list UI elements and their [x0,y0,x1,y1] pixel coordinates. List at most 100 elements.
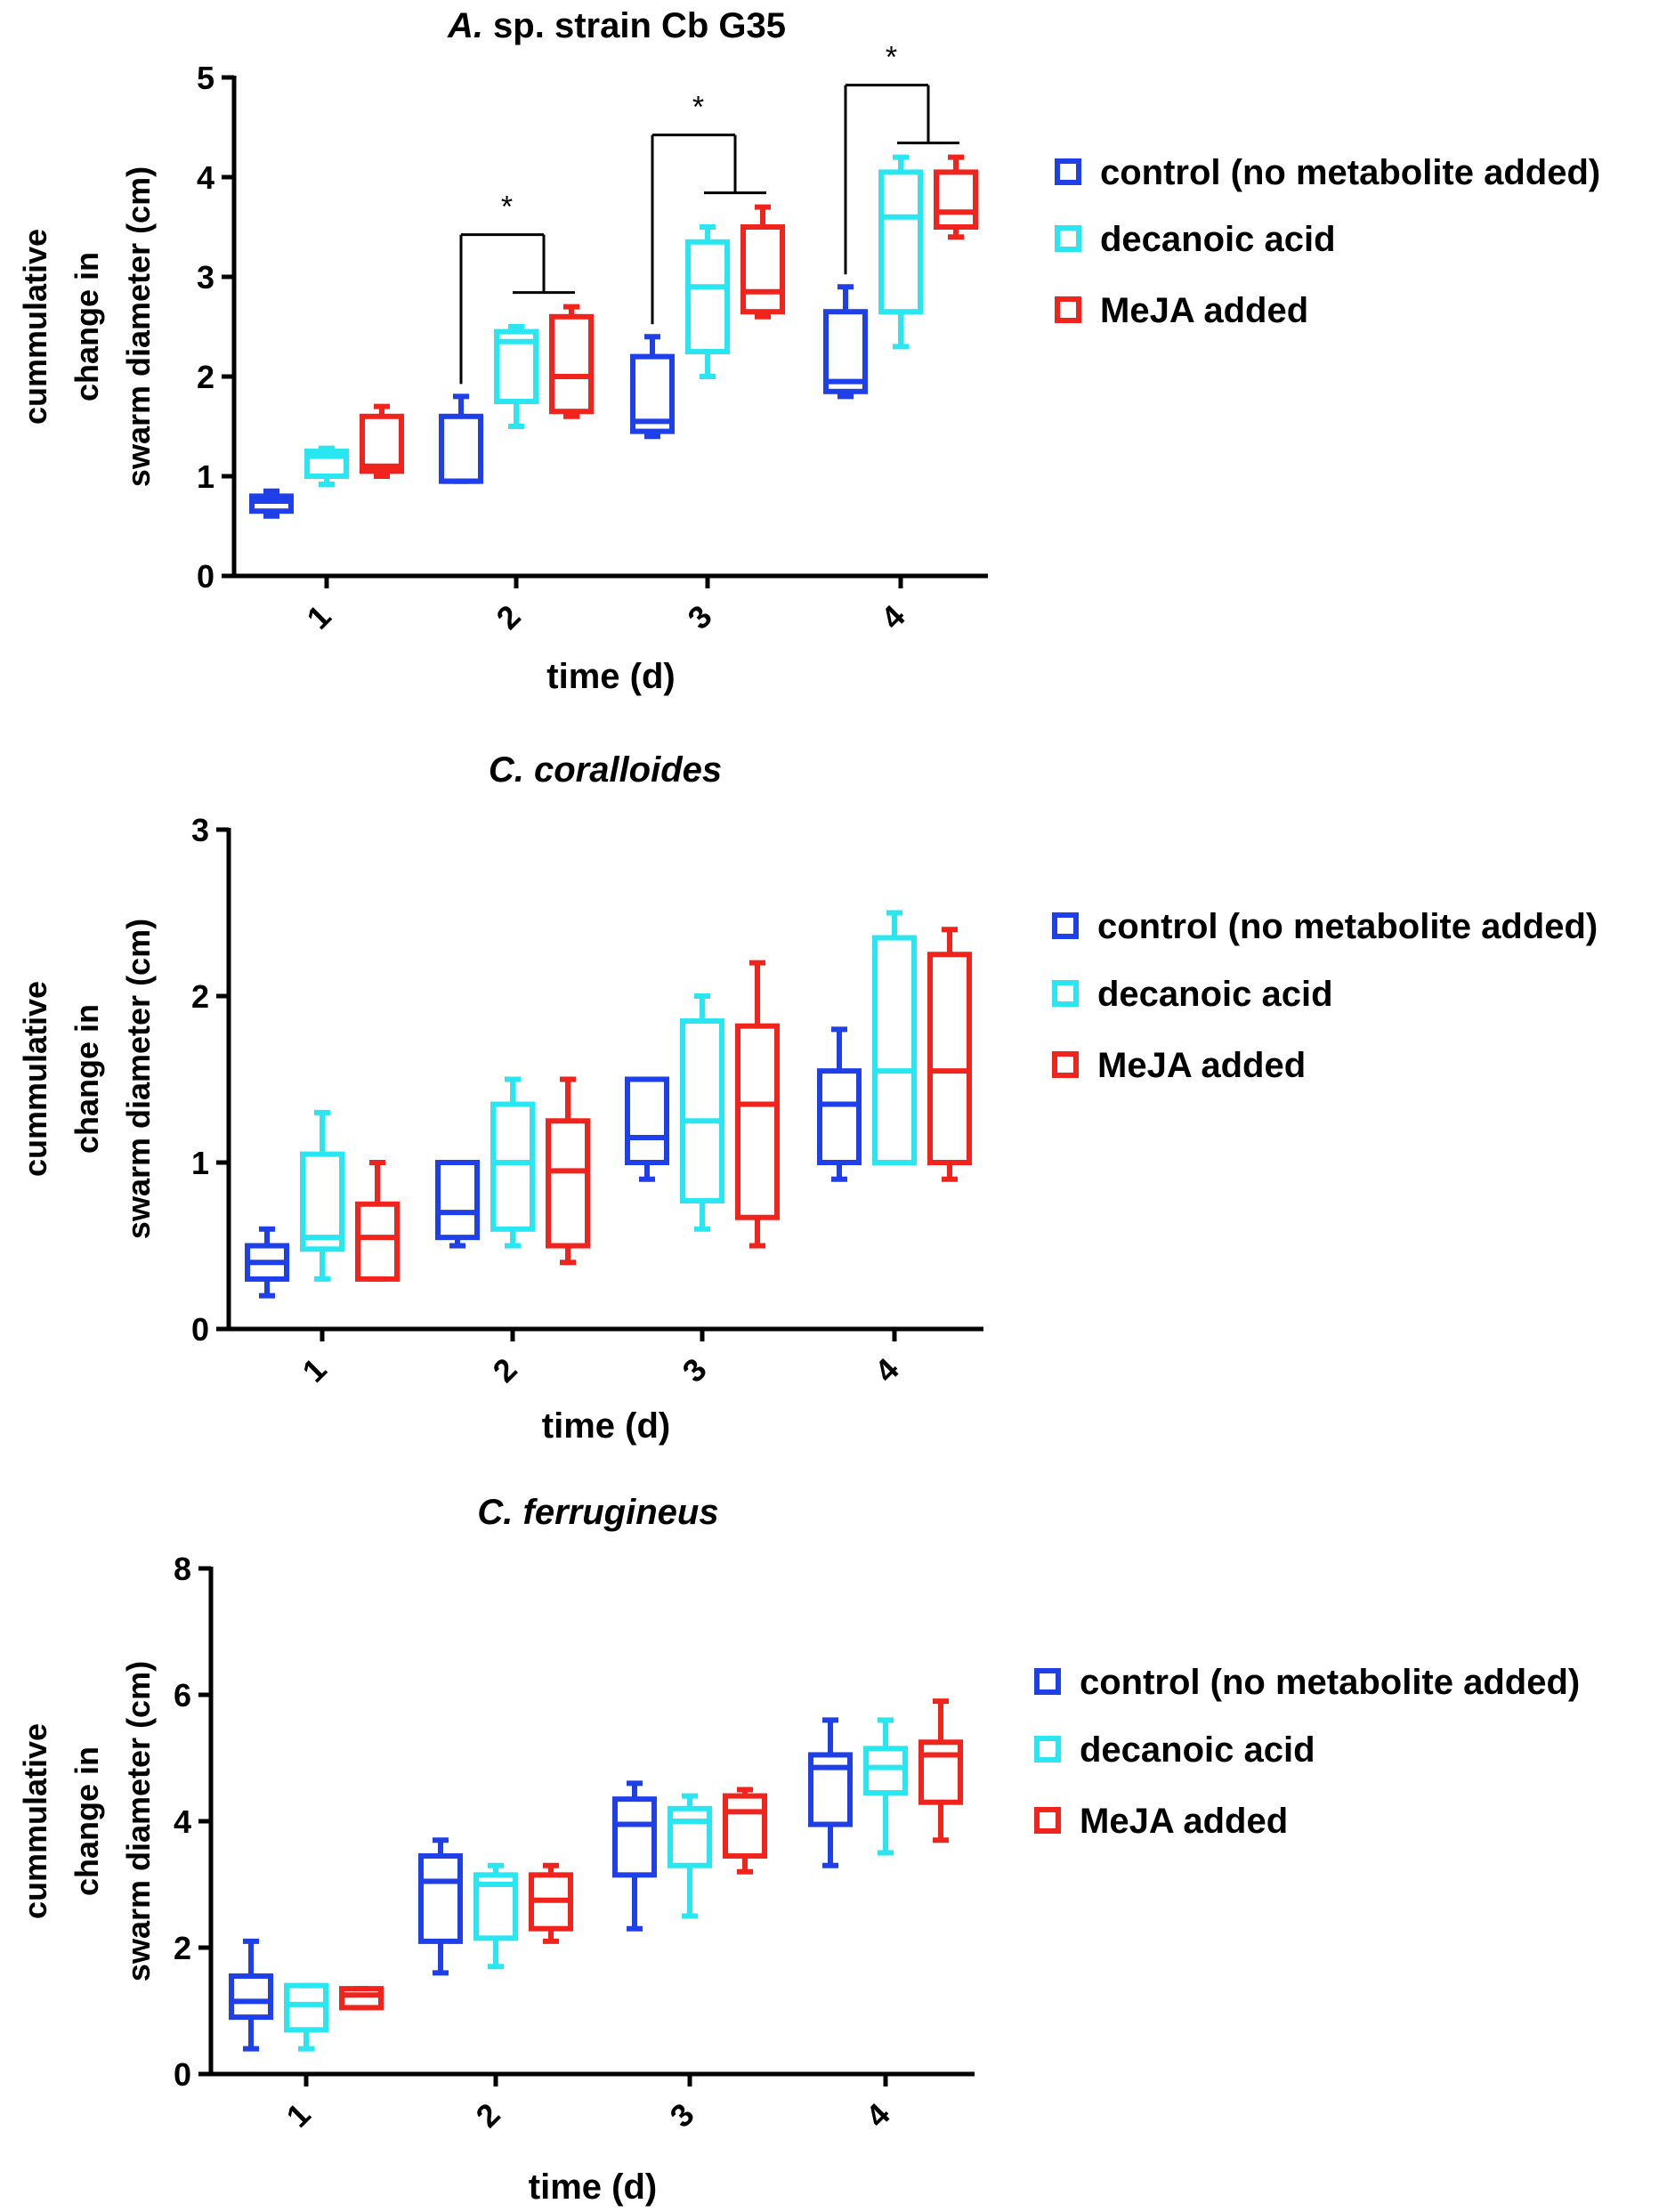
box-1-1 [245,1226,289,1299]
iqr-box [872,935,917,1166]
y-tick-label: 2 [197,359,214,395]
iqr-box [304,449,349,479]
box-3-2 [546,1076,590,1266]
legend-swatch [1052,1051,1079,1078]
box-3-4 [927,927,972,1182]
box-2-4 [878,154,923,350]
y-axis-label: swarm diameter (cm) [120,919,157,1239]
box-2-3 [685,224,730,379]
panel-2: C. coralloides cummulative change in swarm … [17,750,1598,1446]
legend-label: control (no metabolite added) [1097,907,1598,946]
y-tick-label: 3 [191,812,209,848]
box-2-2 [490,1076,535,1249]
iqr-box [339,1986,384,2011]
iqr-box [735,1023,780,1220]
box-1-4 [808,1717,853,1868]
box-1-2 [418,1837,463,1976]
y-axis-label: change in [69,252,105,401]
legend-swatch [1034,1736,1061,1762]
iqr-box [723,1793,767,1860]
iqr-box [823,309,868,394]
iqr-box [918,1739,963,1805]
chart-title: A. sp. strain Cb G35 [447,6,786,45]
iqr-box [680,1018,724,1204]
iqr-box [360,413,404,474]
box-3-4 [918,1698,963,1843]
y-tick-label: 0 [191,1311,209,1348]
y-axis-label: swarm diameter (cm) [120,166,157,487]
x-tick-label: 3 [676,1351,714,1390]
box-3-3 [740,204,785,320]
x-tick-label: 4 [859,2096,897,2135]
y-axis-label: change in [69,1004,105,1154]
x-axis-label: time (d) [529,2167,657,2207]
box-2-4 [872,910,917,1166]
legend-swatch [1052,980,1079,1007]
box-1-3 [612,1780,657,1932]
iqr-box [668,1805,712,1868]
x-tick-label: 1 [295,1351,334,1390]
legend-label: control (no metabolite added) [1100,153,1600,192]
y-tick-label: 0 [174,2056,191,2093]
iqr-box [546,1118,590,1249]
box-3-1 [355,1160,400,1282]
box-3-2 [529,1862,573,1944]
box-2-2 [494,324,538,429]
y-axis-label: cummulative [17,1723,53,1919]
iqr-box [817,1068,862,1166]
box-2-1 [284,1982,328,2052]
box-3-2 [549,304,594,419]
y-axis-label: change in [69,1746,105,1896]
x-axis-label: time (d) [546,657,675,696]
significance-star: * [692,91,704,125]
legend-swatch [1055,158,1081,185]
iqr-box [355,1201,400,1282]
box-1-4 [817,1026,862,1182]
legend-swatch [1055,296,1081,323]
box-3-3 [735,960,780,1249]
box-2-1 [300,1109,344,1282]
panel-1: A. sp. strain Cb G35 cummulative change in… [17,6,1600,696]
legend-swatch [1034,1668,1061,1695]
legend-label: control (no metabolite added) [1080,1663,1580,1702]
box-3-4 [934,154,978,240]
legend-label: decanoic acid [1097,975,1333,1014]
legend-swatch [1055,225,1081,252]
chart-title: C. coralloides [489,750,722,790]
y-tick-label: 8 [174,1551,191,1587]
y-tick-label: 4 [197,159,214,196]
significance-star: * [501,190,513,224]
iqr-box [808,1752,853,1827]
iqr-box [740,224,785,315]
legend-label: decanoic acid [1100,220,1336,259]
y-tick-label: 4 [174,1803,191,1840]
x-tick-label: 1 [300,598,338,636]
x-tick-label: 3 [663,2096,701,2135]
y-tick-label: 0 [197,558,214,595]
x-tick-label: 1 [279,2096,318,2135]
x-axis-label: time (d) [542,1406,670,1446]
legend-label: MeJA added [1100,291,1308,330]
significance-bracket-2: * [459,190,575,385]
iqr-box [435,1160,480,1241]
y-tick-label: 5 [197,60,214,96]
box-1-1 [249,488,294,519]
box-3-1 [339,1986,384,2011]
x-tick-label: 2 [486,1351,524,1390]
box-3-1 [360,403,404,479]
legend-swatch [1052,912,1079,939]
box-2-1 [304,445,349,487]
iqr-box [549,313,594,415]
legend-swatch [1034,1807,1061,1834]
y-tick-label: 1 [197,458,214,495]
iqr-box [927,952,972,1165]
box-1-4 [823,284,868,400]
box-2-4 [863,1717,908,1856]
significance-bracket-4: * [844,41,959,275]
y-axis-label: cummulative [17,981,53,1177]
legend-label: MeJA added [1097,1046,1306,1085]
iqr-box [300,1151,344,1252]
iqr-box [934,169,978,230]
chart-title: C. ferrugineus [477,1493,718,1532]
